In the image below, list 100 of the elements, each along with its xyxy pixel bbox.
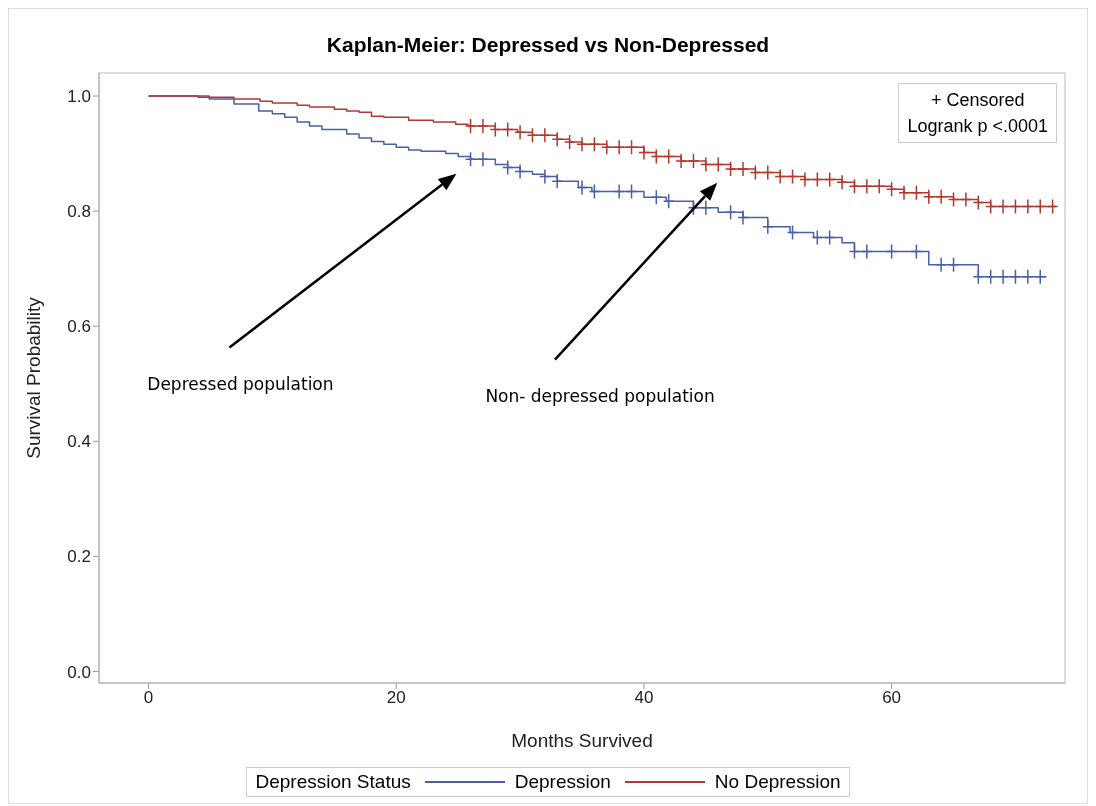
point [576,179,588,196]
point [799,171,811,188]
point [526,127,539,143]
point [551,131,563,147]
point [724,204,737,221]
point [972,194,985,211]
x-tick-label: 60 [882,688,902,708]
point [1046,198,1059,215]
point [786,224,799,241]
point [898,184,910,201]
point [1034,198,1046,215]
point [501,159,514,176]
point [687,199,700,216]
point [563,134,576,150]
point [514,124,526,141]
y-axis-title: Survival Probability [22,296,44,459]
x-axis-title: Months Survived [511,730,653,751]
point [613,139,625,155]
x-tick-label: 0 [143,688,154,708]
point [700,199,712,216]
point [811,229,824,246]
point [823,229,836,246]
point [464,118,477,134]
point [997,198,1009,215]
point [861,178,873,195]
point [885,181,898,197]
x-tick-label: 40 [634,688,654,708]
point [576,136,588,153]
annotation: Non- depressed population [485,386,715,407]
point [724,161,737,177]
point [861,243,873,260]
point [477,118,489,134]
point [638,144,650,161]
point [737,209,749,226]
point [613,183,625,200]
point [514,163,526,180]
point [662,148,675,165]
point [625,139,638,155]
point [823,171,836,188]
point [687,153,700,169]
point [712,156,724,173]
point [811,171,824,188]
point [1022,198,1034,215]
point [848,243,861,260]
point [1022,268,1034,285]
chart-title: Kaplan-Meier: Depressed vs Non-Depressed [325,33,771,57]
point [650,189,663,206]
legend-label: Depression [514,771,611,793]
point [984,198,997,215]
point [960,191,972,208]
legend-title: Depression Status [255,771,411,793]
point [984,268,997,285]
y-tick-label: 0.6 [67,317,91,337]
point [539,127,551,143]
y-tick-label: 0.8 [67,202,91,222]
point [737,161,749,177]
point [588,183,601,200]
point [947,191,960,208]
point [910,243,923,260]
point [1034,268,1046,285]
y-tick-label: 0.4 [67,432,91,452]
point [650,148,663,165]
point [848,178,861,195]
point [935,188,947,205]
x-tick-label: 20 [386,688,406,708]
y-tick-label: 0.0 [67,662,91,682]
point [972,268,985,285]
point [923,188,935,205]
point [935,256,947,273]
point [885,243,898,260]
point [749,164,762,181]
point [774,168,786,185]
legend-label: No Depression [714,771,841,793]
y-tick-label: 0.2 [67,547,91,567]
point [588,136,601,153]
point [675,153,687,169]
point [501,121,514,138]
point [836,174,848,191]
point [489,121,502,138]
point [873,178,885,195]
point [997,268,1009,285]
annotation: + Censored [929,89,1026,112]
point [700,156,712,173]
annotation: Logrank p <.0001 [907,115,1048,138]
y-tick-label: 1.0 [67,87,91,107]
point [539,168,551,185]
point [477,151,489,168]
point [464,151,477,168]
point [786,168,799,185]
point [662,193,675,210]
annotation: Depressed population [147,374,334,395]
point [551,173,563,189]
point [947,256,960,273]
point [625,183,638,200]
point [762,164,774,181]
point [601,139,613,155]
point [762,218,774,235]
point [1009,198,1022,215]
point [910,184,923,201]
point [1009,268,1022,285]
